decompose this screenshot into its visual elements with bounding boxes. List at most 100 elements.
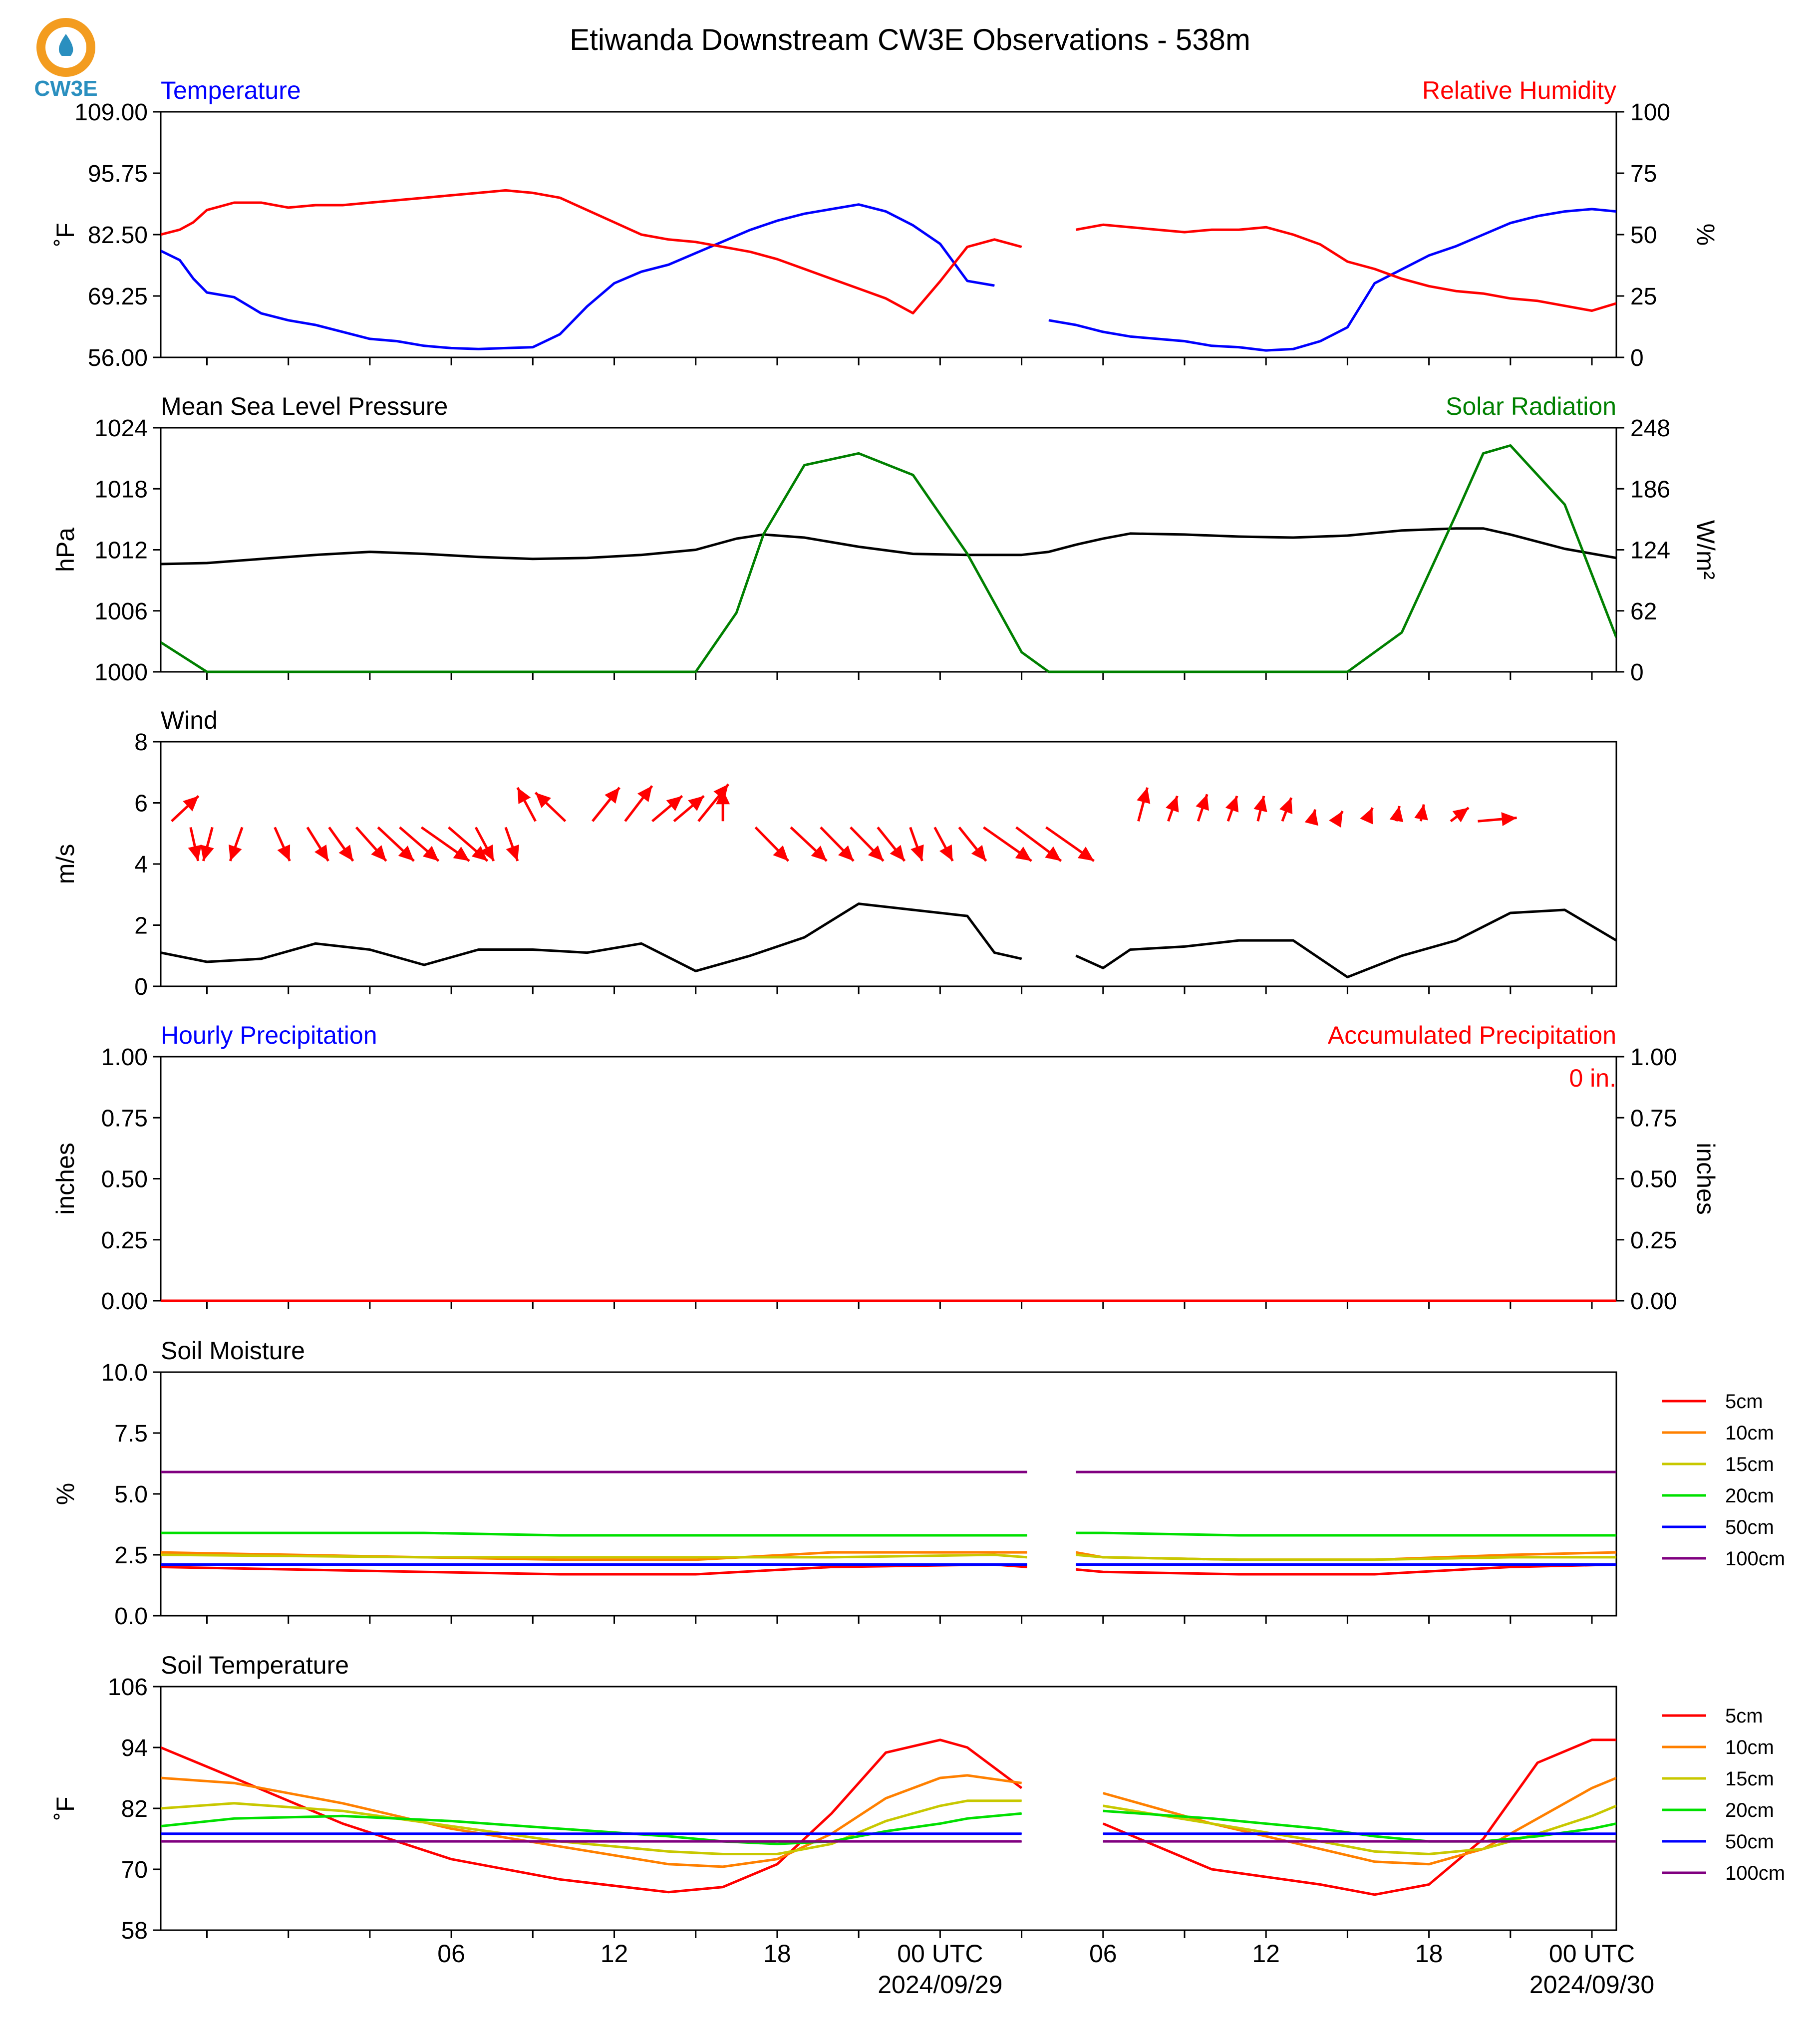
x-date-label: 2024/09/29 [878, 1971, 1002, 1999]
wind-arrow [516, 787, 537, 822]
wind-arrow-head [1414, 804, 1428, 821]
data-point [736, 612, 737, 613]
accumulated-precip-value: 0 in. [1569, 1064, 1616, 1092]
wind-arrow [1196, 794, 1209, 822]
data-point [1616, 211, 1617, 212]
y-right-tick-label: 1.00 [1630, 1044, 1677, 1071]
wind-arrow-head [971, 845, 986, 861]
data-point [1021, 1800, 1022, 1801]
data-point [478, 949, 479, 950]
panel-wind: 8 6 4 2 0 Wind m/s [51, 706, 1617, 1000]
panel-title-left: Soil Moisture [161, 1337, 305, 1365]
y-tick-label: 2 [134, 913, 148, 939]
wind-arrow-head [1360, 808, 1373, 825]
wind-arrow-head [183, 796, 199, 812]
data-point [342, 205, 343, 206]
y-axis-label: m/s [51, 844, 79, 884]
data-point [1238, 1564, 1239, 1565]
data-point [1483, 453, 1484, 454]
panels: 109.0095.7582.5069.2556.001007550250Temp… [51, 76, 1785, 1999]
data-point [1374, 1841, 1375, 1842]
x-tick-label: 18 [1415, 1940, 1443, 1968]
wind-arrow [306, 827, 329, 862]
wind-arrow [982, 826, 1032, 862]
data-point [1130, 227, 1131, 228]
data-point [1456, 940, 1457, 941]
wind-arrow [1414, 804, 1428, 822]
data-point [1537, 1833, 1538, 1834]
data-point [1510, 1564, 1511, 1565]
wind-arrow-head [398, 846, 414, 861]
y-tick-label: 1000 [94, 659, 148, 686]
wind-arrow-head [1196, 794, 1209, 811]
data-point [451, 1833, 452, 1834]
wind-arrow-head [939, 844, 953, 861]
wind-arrow-head [890, 845, 905, 861]
data-point [1021, 958, 1022, 959]
data-point [994, 1552, 995, 1553]
data-point [763, 534, 764, 535]
wind-arrow [909, 827, 924, 862]
y-tick-label: 0.0 [114, 1603, 148, 1630]
wind-arrow-head [1452, 808, 1469, 823]
data-point [1510, 445, 1511, 446]
wind-arrow-head [637, 786, 652, 802]
legend-label: 20cm [1725, 1799, 1774, 1821]
wind-arrow [1166, 795, 1179, 822]
wind-arrow [504, 827, 520, 862]
y-axis-label: inches [51, 1143, 79, 1215]
wind-arrow [592, 787, 620, 822]
y-right-tick-label: 50 [1630, 222, 1657, 249]
legend-label: 10cm [1725, 1737, 1774, 1758]
panel-soil_moisture: 10.0 7.5 5.0 2.5 0.0 Soil Moisture% 5cm 10cm 15c… [51, 1337, 1785, 1630]
logo-ring [36, 18, 95, 77]
data-point [831, 1813, 832, 1814]
wind-arrow-head [422, 846, 439, 861]
wind-arrow-head [1329, 811, 1343, 828]
wind-arrow-head [838, 845, 854, 861]
legend-label: 5cm [1725, 1391, 1763, 1413]
data-point [1374, 1833, 1375, 1834]
legend-label: 100cm [1725, 1862, 1785, 1884]
series-line-mean-sea-level-pressure [161, 527, 1616, 566]
data-point [1616, 1552, 1617, 1553]
water-drop-icon [58, 34, 73, 58]
data-point [1616, 940, 1617, 941]
wind-arrow [1225, 795, 1239, 822]
data-point [587, 952, 588, 953]
wind-arrow [790, 826, 828, 862]
data-point [668, 1841, 669, 1842]
wind-arrow [420, 826, 470, 862]
y-tick-label: 0 [134, 974, 148, 1000]
data-point [261, 958, 262, 959]
y-tick-label: 1006 [94, 598, 148, 625]
data-point [288, 207, 289, 208]
x-date-label: 2024/09/30 [1529, 1971, 1654, 1999]
data-point [1616, 1823, 1617, 1824]
y-tick-label: 1.00 [101, 1044, 148, 1071]
data-point [1157, 338, 1158, 339]
y-tick-label: 70 [121, 1857, 148, 1883]
y-tick-label: 109.00 [74, 99, 148, 126]
y-tick-label: 0.75 [101, 1105, 148, 1132]
y-right-axis-label: inches [1692, 1143, 1720, 1215]
y-tick-label: 1012 [94, 538, 148, 564]
data-point [315, 205, 316, 206]
data-point [315, 943, 316, 944]
logo-text: CW3E [34, 76, 97, 101]
legend-label: 15cm [1725, 1453, 1774, 1475]
wind-arrow-head [535, 792, 551, 808]
y-tick-label: 0.00 [101, 1288, 148, 1315]
data-point [994, 1535, 995, 1536]
panel-soil_temperature: 106 94 82 70 58 Soil Temperature ˚F 5cm 10cm 15cm… [51, 1651, 1785, 1944]
data-point [1537, 1841, 1538, 1842]
y-tick-label: 82.50 [88, 222, 148, 249]
data-point [1616, 1739, 1617, 1740]
data-point [1021, 1833, 1022, 1834]
wind-arrow-head [1225, 796, 1239, 813]
logo-wave [50, 56, 82, 60]
y-right-tick-label: 100 [1630, 99, 1670, 126]
data-point [1510, 534, 1511, 535]
data-point [193, 222, 194, 223]
